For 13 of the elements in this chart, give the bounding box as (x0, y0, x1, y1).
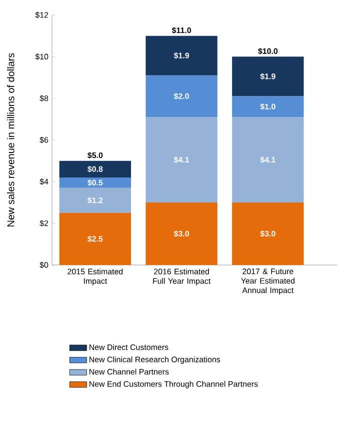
bar (59, 188, 132, 213)
bar (146, 36, 218, 76)
bar (146, 202, 218, 265)
bar (232, 202, 304, 265)
bar (59, 160, 132, 178)
bar (146, 75, 218, 118)
bar (232, 56, 304, 96)
bar (146, 117, 218, 202)
bar (232, 96, 304, 118)
bar (59, 178, 132, 188)
y-axis-title: New sales revenue in millions of dollars (6, 53, 14, 226)
bar (59, 212, 132, 265)
bar (232, 117, 304, 202)
